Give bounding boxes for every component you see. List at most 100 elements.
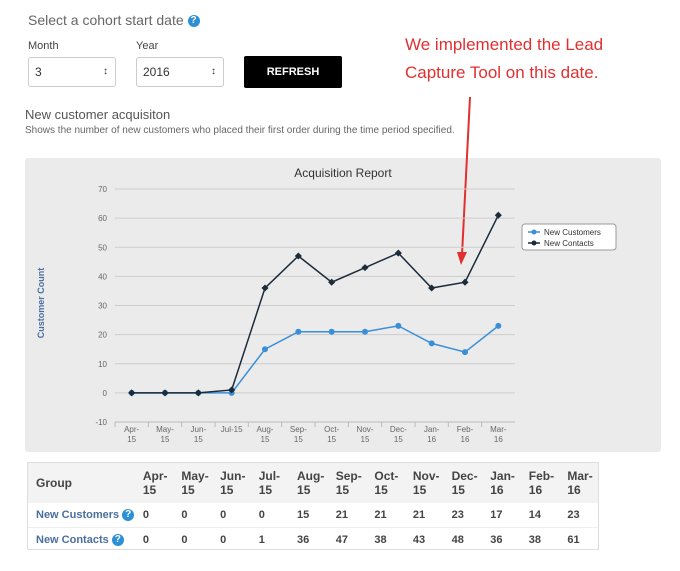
table-row: New Customers? 0 0 0 0 15 21 21 21 23 17 14 23 xyxy=(28,503,598,528)
series-line xyxy=(131,325,499,394)
x-tick-label: Jun-15 xyxy=(190,425,207,444)
point xyxy=(361,264,369,272)
table-cell: 21 xyxy=(335,509,348,521)
column-header: Mar-16 xyxy=(567,469,593,497)
table-cell: 0 xyxy=(220,509,227,521)
point xyxy=(261,284,269,292)
point xyxy=(428,340,435,347)
table-cell: 0 xyxy=(181,509,188,521)
table-cell: 36 xyxy=(297,534,310,546)
point xyxy=(395,322,402,329)
column-header: Feb-16 xyxy=(528,469,555,497)
series-line xyxy=(131,214,500,394)
section-title: New customer acquisiton xyxy=(25,107,171,122)
y-tick-label: 40 xyxy=(98,272,107,281)
y-tick-label: 30 xyxy=(98,302,107,311)
x-tick-label: Apr-15 xyxy=(124,425,140,444)
row-label: New Contacts? xyxy=(28,528,135,553)
legend-label: New Customers xyxy=(544,228,601,237)
y-tick-label: 10 xyxy=(98,360,107,369)
point xyxy=(494,211,502,219)
column-header: May-15 xyxy=(181,469,209,497)
table-cell: 15 xyxy=(297,509,310,521)
section-subtitle: Shows the number of new customers who pl… xyxy=(25,125,455,136)
table-cell: 0 xyxy=(142,534,149,546)
point xyxy=(262,346,268,353)
month-label: Month xyxy=(28,40,59,52)
x-tick-label: Jul-15 xyxy=(220,425,243,434)
table-cell: 38 xyxy=(374,534,387,546)
x-tick-label: May-15 xyxy=(156,425,174,444)
column-header: Sep-15 xyxy=(335,469,362,497)
column-header: Jun-15 xyxy=(220,469,246,497)
point xyxy=(161,389,169,397)
legend-label: New Contacts xyxy=(544,239,594,248)
help-icon[interactable]: ? xyxy=(122,509,135,522)
legend-box xyxy=(521,223,617,251)
y-tick-label: 20 xyxy=(98,331,107,340)
point xyxy=(194,389,202,397)
y-axis-label: Customer Count xyxy=(36,268,46,339)
cohort-title: Select a cohort start date ? xyxy=(28,12,200,28)
column-header: Oct-15 xyxy=(374,469,399,497)
row-label-text: New Contacts xyxy=(36,533,109,546)
data-table-box: Group Apr-15 May-15 Jun-15 Jul-15 Aug-15 Sep-1… xyxy=(27,462,599,550)
table-cell: 23 xyxy=(451,509,464,521)
table-cell: 23 xyxy=(567,509,580,521)
annotation: We implemented the Lead Capture Tool on t… xyxy=(405,31,603,87)
column-header: Nov-15 xyxy=(412,469,440,497)
header-row: Group Apr-15 May-15 Jun-15 Jul-15 Aug-15 Sep-1… xyxy=(28,463,598,503)
y-tick-label: 0 xyxy=(103,389,108,398)
year-label: Year xyxy=(136,40,159,52)
data-table: Group Apr-15 May-15 Jun-15 Jul-15 Aug-15 Sep-1… xyxy=(28,463,598,552)
column-header: Aug-15 xyxy=(297,469,325,497)
annotation-line: Capture Tool on this date. xyxy=(405,63,599,82)
column-header: Jul-15 xyxy=(258,469,281,497)
help-icon[interactable]: ? xyxy=(187,15,200,28)
group-header: Group xyxy=(36,476,72,490)
point xyxy=(295,328,302,335)
help-icon[interactable]: ? xyxy=(111,534,124,547)
table-cell: 36 xyxy=(490,534,503,546)
year-select[interactable]: 2016 xyxy=(136,57,224,87)
x-tick-label: Mar-16 xyxy=(490,425,507,444)
table-row: New Contacts? 0 0 0 1 36 47 38 43 48 36 38 61 xyxy=(28,528,598,553)
point xyxy=(128,389,136,397)
point xyxy=(328,328,335,335)
y-tick-label: 50 xyxy=(98,243,107,252)
table-cell: 1 xyxy=(258,534,265,546)
x-tick-label: Aug-15 xyxy=(256,425,274,444)
chart: Acquisition Report Customer Count -10 0 10… xyxy=(36,96,617,444)
x-tick-label: Jan-16 xyxy=(423,425,440,444)
table-cell: 17 xyxy=(490,509,503,521)
point xyxy=(495,322,502,329)
legend-marker xyxy=(531,240,537,246)
column-header: Jan-16 xyxy=(490,469,515,497)
month-select[interactable]: 3 xyxy=(28,57,116,87)
refresh-button[interactable]: REFRESH xyxy=(244,56,342,88)
column-header: Dec-15 xyxy=(451,469,478,497)
chart-svg: Acquisition Report Customer Count -10 0 10… xyxy=(36,96,617,427)
row-label-text: New Customers xyxy=(36,508,120,521)
table-cell: 0 xyxy=(142,509,149,521)
point xyxy=(362,328,368,335)
table-cell: 48 xyxy=(451,534,464,546)
y-tick-label: 70 xyxy=(98,185,107,194)
x-tick-label: Dec-15 xyxy=(389,425,407,444)
table-cell: 0 xyxy=(220,534,227,546)
table-cell: 21 xyxy=(412,509,426,521)
point xyxy=(461,278,469,286)
arrow-head xyxy=(457,252,467,265)
chart-title: Acquisition Report xyxy=(294,166,392,180)
point xyxy=(228,386,236,394)
x-tick-label: Oct-15 xyxy=(324,425,340,444)
legend-marker xyxy=(531,229,537,235)
point xyxy=(394,249,402,257)
point xyxy=(328,278,336,286)
cohort-title-text: Select a cohort start date xyxy=(28,12,184,28)
table-cell: 14 xyxy=(528,509,542,521)
table-cell: 43 xyxy=(412,534,426,546)
x-tick-label: Sep-15 xyxy=(289,425,307,444)
table-cell: 47 xyxy=(335,534,348,546)
